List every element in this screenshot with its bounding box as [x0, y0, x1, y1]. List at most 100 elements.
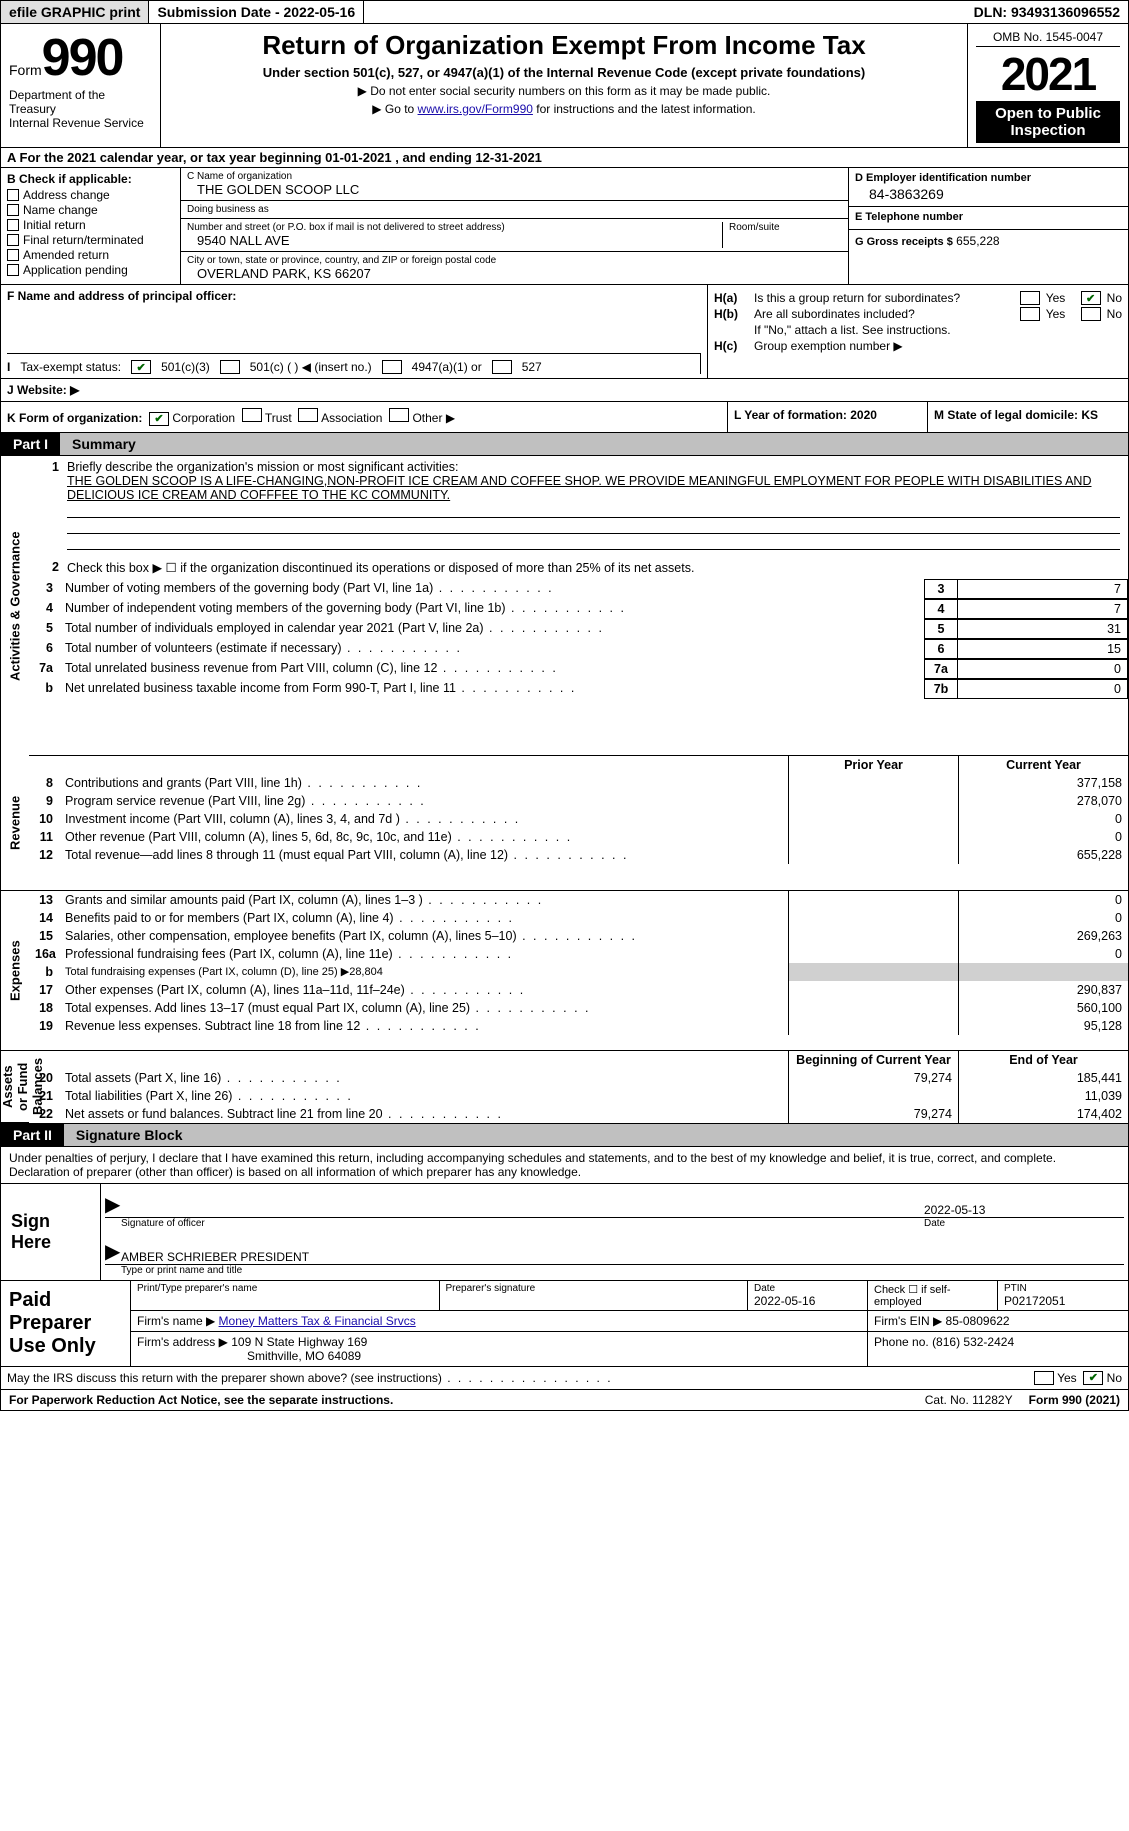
hb-label: H(b) — [714, 307, 748, 321]
row-desc: Other revenue (Part VIII, column (A), li… — [59, 828, 788, 846]
chk-addr-change: Address change — [23, 188, 110, 202]
row-desc: Total number of volunteers (estimate if … — [59, 639, 924, 659]
firm-name[interactable]: Money Matters Tax & Financial Srvcs — [219, 1314, 416, 1328]
row-val: 7 — [958, 579, 1128, 599]
part1-header: Part I Summary — [0, 433, 1129, 456]
firm-name-label: Firm's name ▶ — [137, 1314, 215, 1328]
row-desc: Net unrelated business taxable income fr… — [59, 679, 924, 699]
opt-trust: Trust — [265, 411, 292, 425]
row-prior — [788, 792, 958, 810]
line2-num: 2 — [37, 560, 67, 575]
row-num: 3 — [29, 579, 59, 599]
summary-row: b Net unrelated business taxable income … — [29, 679, 1128, 699]
row-desc: Number of voting members of the governin… — [59, 579, 924, 599]
vlabel-expenses: Expenses — [1, 891, 29, 1051]
row-prior — [788, 981, 958, 999]
checkbox-icon[interactable] — [7, 234, 19, 246]
row-num: b — [29, 679, 59, 699]
row-current: 174,402 — [958, 1105, 1128, 1123]
prep-name-label: Print/Type preparer's name — [137, 1283, 433, 1294]
ha-yes[interactable] — [1020, 291, 1040, 305]
row-box: 6 — [924, 639, 958, 659]
row-val: 0 — [958, 659, 1128, 679]
form-title: Return of Organization Exempt From Incom… — [169, 30, 959, 61]
line2-text: Check this box ▶ ☐ if the organization d… — [67, 560, 694, 575]
row-current: 560,100 — [958, 999, 1128, 1017]
hb-no[interactable] — [1081, 307, 1101, 321]
yes-label: Yes — [1046, 291, 1066, 305]
summary-row: 4 Number of independent voting members o… — [29, 599, 1128, 619]
gross-value: 655,228 — [956, 234, 999, 248]
sign-here-label: Sign Here — [1, 1184, 101, 1280]
row-current: 0 — [958, 945, 1128, 963]
row-num: 15 — [29, 927, 59, 945]
row-prior — [788, 909, 958, 927]
row-prior — [788, 945, 958, 963]
row-current: 377,158 — [958, 774, 1128, 792]
chk-corp[interactable] — [149, 412, 169, 426]
ha-no[interactable] — [1081, 291, 1101, 305]
dba-label: Doing business as — [187, 204, 842, 215]
no-label: No — [1107, 307, 1122, 321]
efile-print-button[interactable]: efile GRAPHIC print — [1, 1, 149, 23]
sig-date-label: Date — [924, 1218, 1124, 1229]
row-current: 290,837 — [958, 981, 1128, 999]
topbar: efile GRAPHIC print Submission Date - 20… — [0, 0, 1129, 24]
part2-header: Part II Signature Block — [0, 1124, 1129, 1147]
chk-501c3[interactable] — [131, 360, 151, 374]
row-num: 18 — [29, 999, 59, 1017]
col-b-header: B Check if applicable: — [7, 172, 174, 186]
row-desc: Total unrelated business revenue from Pa… — [59, 659, 924, 679]
prior-year-hdr: Prior Year — [788, 756, 958, 774]
checkbox-icon[interactable] — [7, 189, 19, 201]
checkbox-icon[interactable] — [7, 219, 19, 231]
footer-right: Form 990 (2021) — [1021, 1390, 1128, 1410]
row-current: 655,228 — [958, 846, 1128, 864]
part2-title: Signature Block — [64, 1124, 1128, 1146]
checkbox-icon[interactable] — [7, 264, 19, 276]
row-desc: Total number of individuals employed in … — [59, 619, 924, 639]
checkbox-icon[interactable] — [7, 204, 19, 216]
row-prior: 79,274 — [788, 1069, 958, 1087]
row-j-website: J Website: ▶ — [0, 379, 1129, 402]
row-prior — [788, 927, 958, 945]
name-title-label: Type or print name and title — [121, 1265, 1124, 1276]
ha-label: H(a) — [714, 291, 748, 305]
row-desc: Salaries, other compensation, employee b… — [59, 927, 788, 945]
row-desc: Total liabilities (Part X, line 26) — [59, 1087, 788, 1105]
summary-row: 21 Total liabilities (Part X, line 26) 1… — [29, 1087, 1128, 1105]
discuss-yes-chk[interactable] — [1034, 1371, 1054, 1385]
chk-501c[interactable] — [220, 360, 240, 374]
row-desc: Grants and similar amounts paid (Part IX… — [59, 891, 788, 909]
row-prior — [788, 1017, 958, 1035]
hb-yes[interactable] — [1020, 307, 1040, 321]
row-num: 10 — [29, 810, 59, 828]
summary-row: 18 Total expenses. Add lines 13–17 (must… — [29, 999, 1128, 1017]
no-label: No — [1107, 291, 1122, 305]
summary-row: 19 Revenue less expenses. Subtract line … — [29, 1017, 1128, 1035]
addr-label: Number and street (or P.O. box if mail i… — [187, 222, 722, 233]
row-desc: Investment income (Part VIII, column (A)… — [59, 810, 788, 828]
row-current: 185,441 — [958, 1069, 1128, 1087]
summary-section: Activities & Governance Revenue Expenses… — [0, 456, 1129, 1124]
row-box: 5 — [924, 619, 958, 639]
chk-527[interactable] — [492, 360, 512, 374]
discuss-no-chk[interactable] — [1083, 1371, 1103, 1385]
main-info-block: B Check if applicable: Address change Na… — [0, 168, 1129, 285]
row-num: 14 — [29, 909, 59, 927]
chk-other[interactable] — [389, 408, 409, 422]
part1-num: Part I — [1, 433, 60, 455]
checkbox-icon[interactable] — [7, 249, 19, 261]
firm-addr2: Smithville, MO 64089 — [137, 1349, 861, 1363]
summary-row: 20 Total assets (Part X, line 16) 79,274… — [29, 1069, 1128, 1087]
irs-link[interactable]: www.irs.gov/Form990 — [418, 102, 533, 116]
chk-initial: Initial return — [23, 218, 86, 232]
chk-4947[interactable] — [382, 360, 402, 374]
vlabel-revenue: Revenue — [1, 756, 29, 891]
row-num: 4 — [29, 599, 59, 619]
tax-year: 2021 — [976, 47, 1120, 101]
chk-assoc[interactable] — [298, 408, 318, 422]
row-desc: Number of independent voting members of … — [59, 599, 924, 619]
form-note1: ▶ Do not enter social security numbers o… — [169, 84, 959, 98]
chk-trust[interactable] — [242, 408, 262, 422]
